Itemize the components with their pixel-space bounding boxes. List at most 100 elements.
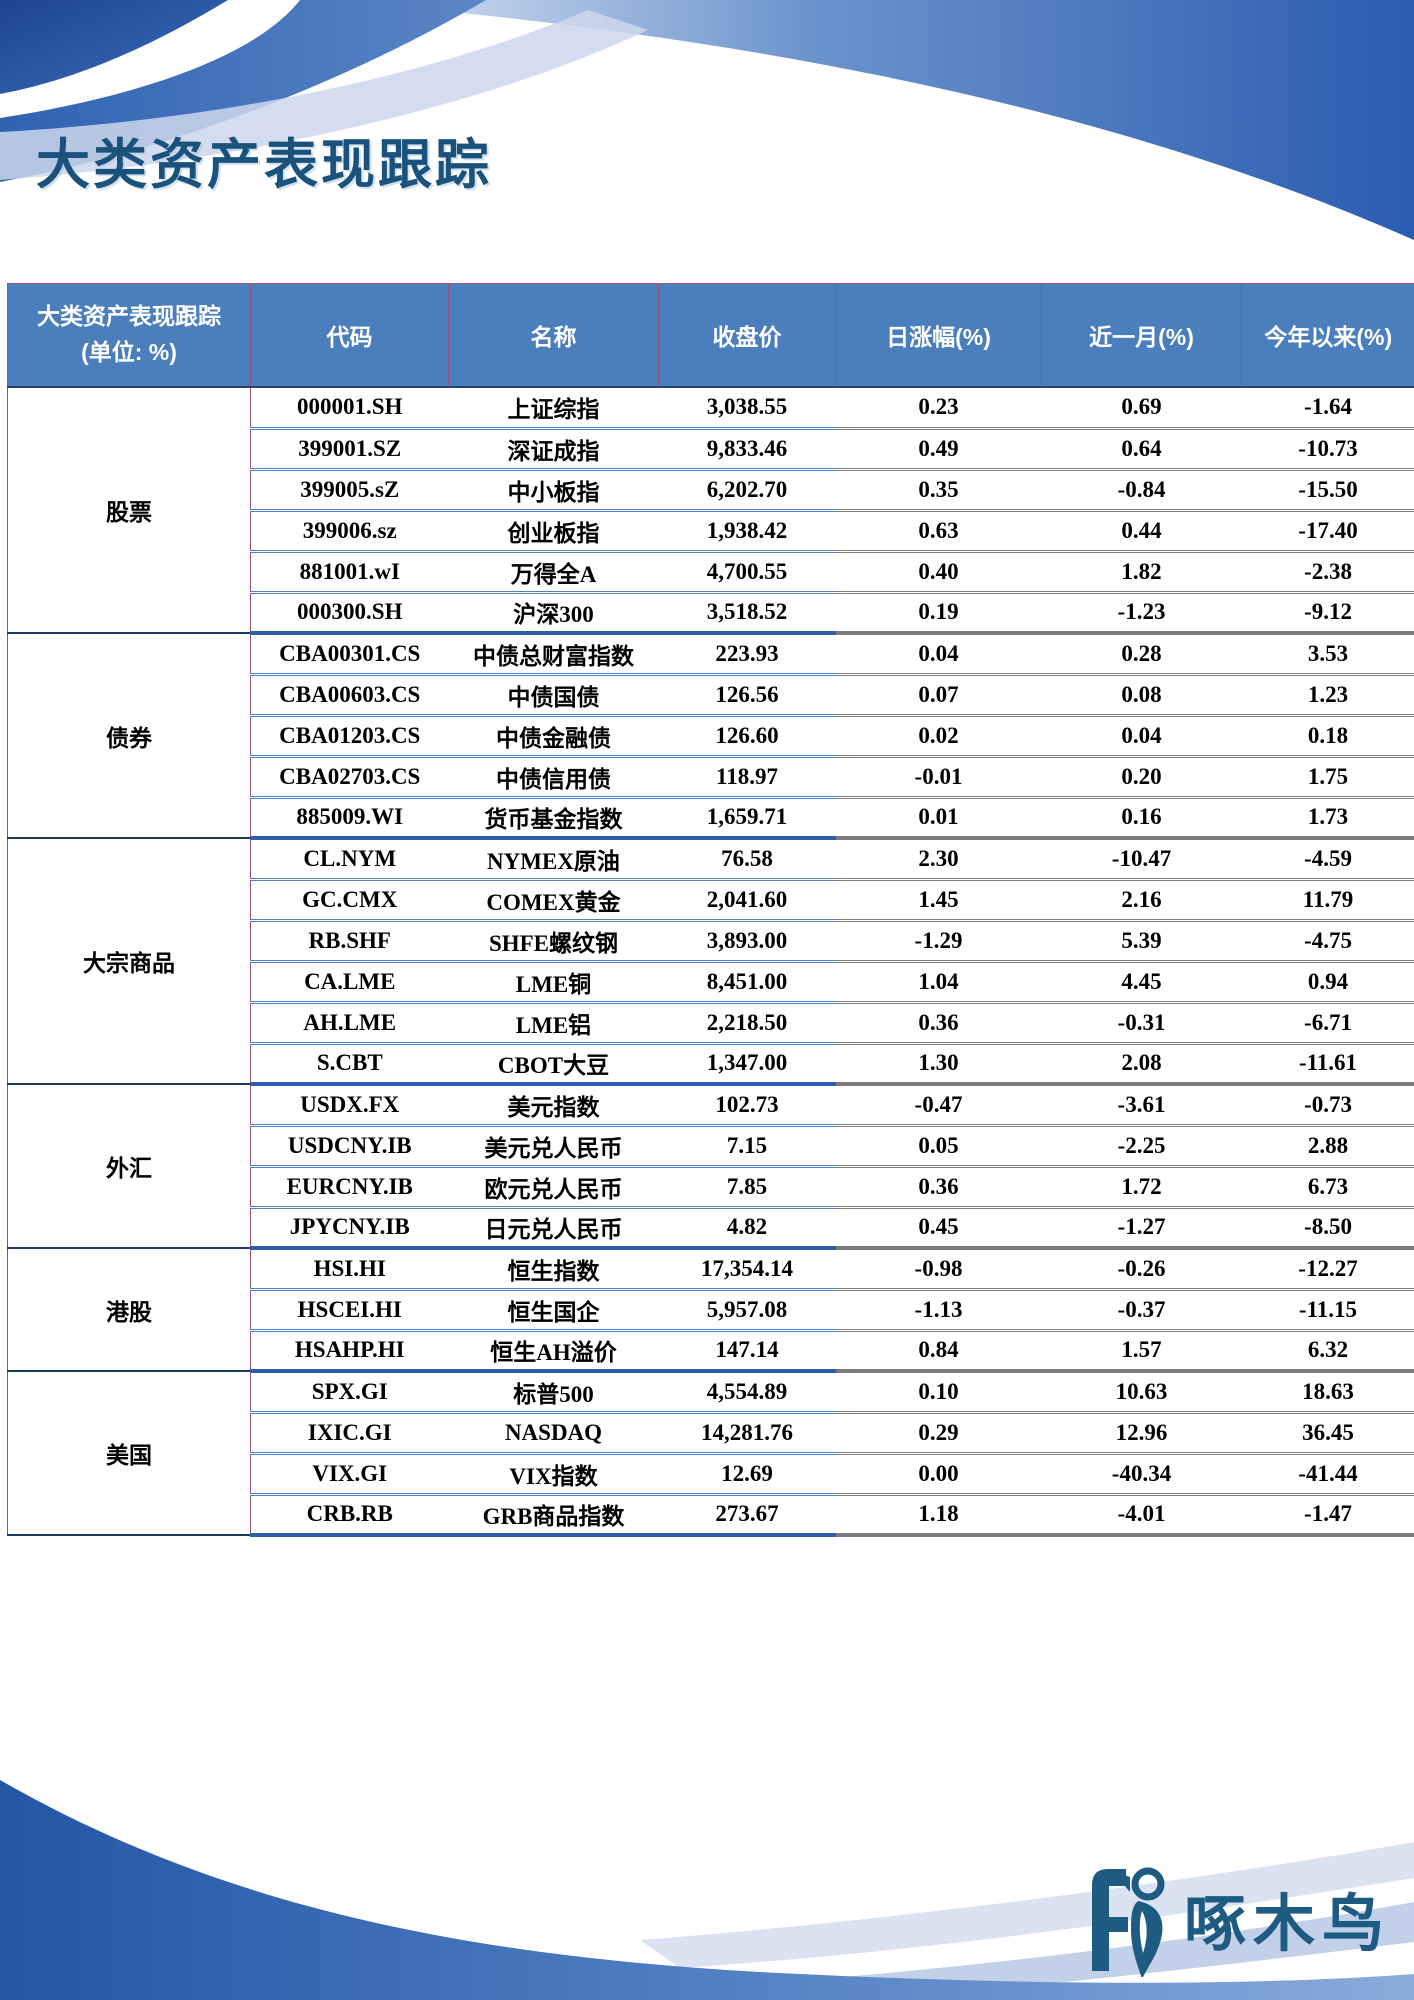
day-change-cell: 1.30	[835, 1043, 1042, 1086]
category-cell: 美国	[7, 1371, 251, 1536]
page-title: 大类资产表现跟踪	[36, 135, 492, 195]
close-price-cell: 147.14	[658, 1330, 836, 1373]
code-cell: JPYCNY.IB	[250, 1207, 449, 1250]
close-price-cell: 1,938.42	[658, 510, 836, 553]
month-change-cell: -0.84	[1041, 469, 1242, 512]
close-price-cell: 8,451.00	[658, 961, 836, 1004]
month-change-cell: 0.69	[1041, 387, 1242, 430]
name-cell: 万得全A	[448, 551, 659, 594]
table-row: 399006.sz 创业板指 1,938.42 0.63 0.44 -17.40	[8, 510, 1414, 553]
month-change-cell: 5.39	[1041, 920, 1242, 963]
close-price-cell: 12.69	[658, 1453, 836, 1496]
table-row: 399001.SZ 深证成指 9,833.46 0.49 0.64 -10.73	[8, 428, 1414, 471]
name-cell: 沪深300	[448, 592, 659, 635]
ytd-change-cell: -4.59	[1241, 838, 1414, 881]
corner-header-line1: 大类资产表现跟踪	[37, 303, 221, 330]
ytd-change-cell: -11.15	[1241, 1289, 1414, 1332]
close-price-cell: 76.58	[658, 838, 836, 881]
code-cell: 399001.SZ	[250, 428, 449, 471]
day-change-cell: 0.19	[835, 592, 1042, 635]
table-row: USDCNY.IB 美元兑人民币 7.15 0.05 -2.25 2.88	[8, 1125, 1414, 1168]
month-change-cell: -40.34	[1041, 1453, 1242, 1496]
day-change-cell: 0.23	[835, 387, 1042, 430]
code-cell: HSI.HI	[250, 1248, 449, 1291]
ytd-change-cell: 11.79	[1241, 879, 1414, 922]
table-row: GC.CMX COMEX黄金 2,041.60 1.45 2.16 11.79	[8, 879, 1414, 922]
table-row: JPYCNY.IB 日元兑人民币 4.82 0.45 -1.27 -8.50	[8, 1207, 1414, 1250]
month-change-cell: -4.01	[1041, 1494, 1242, 1537]
close-price-cell: 4,554.89	[658, 1371, 836, 1414]
ytd-change-cell: 1.75	[1241, 756, 1414, 799]
table-row: CBA02703.CS 中债信用债 118.97 -0.01 0.20 1.75	[8, 756, 1414, 799]
corner-header: 大类资产表现跟踪 (单位: %)	[7, 283, 251, 388]
code-cell: AH.LME	[250, 1002, 449, 1045]
name-cell: 中债金融债	[448, 715, 659, 758]
code-cell: 399005.sZ	[250, 469, 449, 512]
code-cell: SPX.GI	[250, 1371, 449, 1414]
asset-table: 大类资产表现跟踪 (单位: %) 代码 名称 收盘价 日涨幅(%) 近一月(%)…	[7, 283, 1414, 1537]
footer-stripe-upper	[640, 1842, 1414, 1968]
month-change-cell: 2.08	[1041, 1043, 1242, 1086]
code-cell: CA.LME	[250, 961, 449, 1004]
close-price-cell: 102.73	[658, 1084, 836, 1127]
code-cell: S.CBT	[250, 1043, 449, 1086]
code-cell: CBA00301.CS	[250, 633, 449, 676]
ytd-change-cell: -9.12	[1241, 592, 1414, 635]
month-change-cell: -0.37	[1041, 1289, 1242, 1332]
header-row: 大类资产表现跟踪 (单位: %) 代码 名称 收盘价 日涨幅(%) 近一月(%)…	[7, 283, 1414, 388]
close-price-cell: 3,518.52	[658, 592, 836, 635]
day-change-cell: 0.36	[835, 1166, 1042, 1209]
ytd-change-cell: -4.75	[1241, 920, 1414, 963]
name-cell: 中债信用债	[448, 756, 659, 799]
table-row: 000300.SH 沪深300 3,518.52 0.19 -1.23 -9.12	[8, 592, 1414, 635]
ytd-change-cell: -41.44	[1241, 1453, 1414, 1496]
ytd-change-cell: -15.50	[1241, 469, 1414, 512]
day-change-cell: 0.84	[835, 1330, 1042, 1373]
close-price-cell: 1,659.71	[658, 797, 836, 840]
ytd-change-cell: -2.38	[1241, 551, 1414, 594]
day-change-cell: 0.36	[835, 1002, 1042, 1045]
table-row: 债券 CBA00301.CS 中债总财富指数 223.93 0.04 0.28 3.53	[7, 633, 1414, 839]
table-row: IXIC.GI NASDAQ 14,281.76 0.29 12.96 36.45	[8, 1412, 1414, 1455]
month-change-cell: 0.04	[1041, 715, 1242, 758]
column-header-close: 收盘价	[658, 283, 836, 388]
month-change-cell: 10.63	[1041, 1371, 1242, 1414]
woodpecker-icon	[1092, 1867, 1165, 1977]
day-change-cell: 0.35	[835, 469, 1042, 512]
code-cell: 399006.sz	[250, 510, 449, 553]
column-header-month-change: 近一月(%)	[1041, 283, 1242, 388]
table-row: RB.SHF SHFE螺纹钢 3,893.00 -1.29 5.39 -4.75	[8, 920, 1414, 963]
name-cell: LME铜	[448, 961, 659, 1004]
name-cell: 标普500	[448, 1371, 659, 1414]
day-change-cell: 0.00	[835, 1453, 1042, 1496]
name-cell: 深证成指	[448, 428, 659, 471]
code-cell: CBA00603.CS	[250, 674, 449, 717]
month-change-cell: 0.08	[1041, 674, 1242, 717]
day-change-cell: -0.01	[835, 756, 1042, 799]
day-change-cell: 0.49	[835, 428, 1042, 471]
ytd-change-cell: -17.40	[1241, 510, 1414, 553]
month-change-cell: 0.44	[1041, 510, 1242, 553]
day-change-cell: 0.10	[835, 1371, 1042, 1414]
table-row: CA.LME LME铜 8,451.00 1.04 4.45 0.94	[8, 961, 1414, 1004]
day-change-cell: 1.18	[835, 1494, 1042, 1537]
month-change-cell: -1.23	[1041, 592, 1242, 635]
close-price-cell: 1,347.00	[658, 1043, 836, 1086]
header-decoration	[0, 0, 1414, 240]
column-header-ytd-change: 今年以来(%)	[1241, 283, 1414, 388]
day-change-cell: 2.30	[835, 838, 1042, 881]
month-change-cell: 4.45	[1041, 961, 1242, 1004]
day-change-cell: -1.29	[835, 920, 1042, 963]
month-change-cell: -0.26	[1041, 1248, 1242, 1291]
footer-blue-wave	[0, 1780, 1414, 2000]
ytd-change-cell: 0.94	[1241, 961, 1414, 1004]
name-cell: 美元指数	[448, 1084, 659, 1127]
close-price-cell: 126.56	[658, 674, 836, 717]
name-cell: VIX指数	[448, 1453, 659, 1496]
name-cell: COMEX黄金	[448, 879, 659, 922]
code-cell: USDX.FX	[250, 1084, 449, 1127]
month-change-cell: 0.64	[1041, 428, 1242, 471]
logo-text: 啄木鸟	[1184, 1890, 1392, 1959]
table-row: CBA00603.CS 中债国债 126.56 0.07 0.08 1.23	[8, 674, 1414, 717]
table-row: 港股 HSI.HI 恒生指数 17,354.14 -0.98 -0.26 -12.27	[7, 1248, 1414, 1372]
